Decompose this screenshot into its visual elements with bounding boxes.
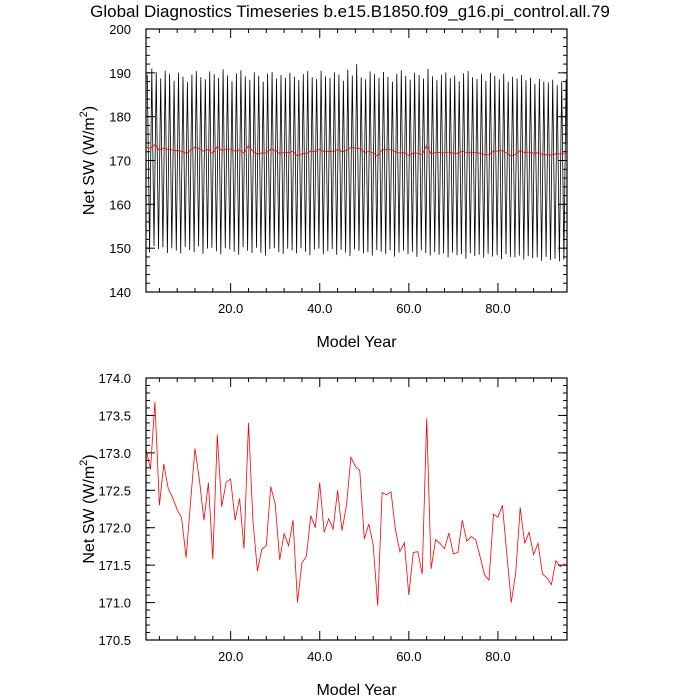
panel-monthly-and-annual: 20.0 40.0 60.0 80.0 140 150 160 170 180 190 200 Mod… [78, 22, 568, 351]
series-monthly-line [146, 64, 567, 262]
x-axis-title: Model Year [316, 682, 397, 699]
y-tick-label: 160 [109, 197, 131, 212]
series-annual-mean-line [146, 401, 566, 606]
x-tick-label: 80.0 [485, 301, 510, 316]
y-tick-label: 172.0 [98, 521, 131, 536]
chart-title: Global Diagnostics Timeseries b.e15.B185… [90, 2, 610, 21]
y-tick-label: 171.0 [98, 596, 131, 611]
y-tick-label: 180 [109, 110, 131, 125]
y-tick-label: 172.5 [98, 483, 131, 498]
y-axis-title-end: ) [81, 454, 98, 459]
y-tick-label: 170 [109, 154, 131, 169]
y-axis-title-main: Net SW (W/m [81, 117, 98, 215]
y-axis-title: Net SW (W/m2) [78, 106, 98, 215]
x-tick-label: 80.0 [485, 649, 510, 664]
y-axis-title-superscript: 2 [78, 460, 90, 466]
series-annual-mean-line [146, 143, 565, 157]
x-tick-label: 60.0 [396, 301, 421, 316]
y-axis-title-superscript: 2 [78, 111, 90, 117]
plot-frame [145, 377, 568, 641]
y-tick-label: 174.0 [98, 371, 131, 386]
x-tick-label: 20.0 [218, 649, 243, 664]
x-tick-label: 60.0 [396, 649, 421, 664]
y-tick-label: 170.5 [98, 633, 131, 648]
x-tick-label: 40.0 [307, 301, 332, 316]
x-tick-label: 40.0 [307, 649, 332, 664]
y-axis-title-end: ) [81, 106, 98, 111]
x-axis-title: Model Year [316, 334, 397, 351]
y-axis-title-main: Net SW (W/m [81, 466, 98, 564]
y-tick-label: 171.5 [98, 558, 131, 573]
y-tick-label: 173.0 [98, 446, 131, 461]
y-tick-label: 150 [109, 241, 131, 256]
y-tick-label: 190 [109, 66, 131, 81]
x-tick-label: 20.0 [218, 301, 243, 316]
y-axis-title: Net SW (W/m2) [78, 454, 98, 563]
y-tick-label: 140 [109, 285, 131, 300]
y-tick-label: 200 [109, 22, 131, 37]
panel-annual-mean: 20.0 40.0 60.0 80.0 170.5 171.0 171.5 172.0 172.… [78, 371, 568, 699]
y-tick-label: 173.5 [98, 408, 131, 423]
plot-frame [145, 28, 568, 293]
